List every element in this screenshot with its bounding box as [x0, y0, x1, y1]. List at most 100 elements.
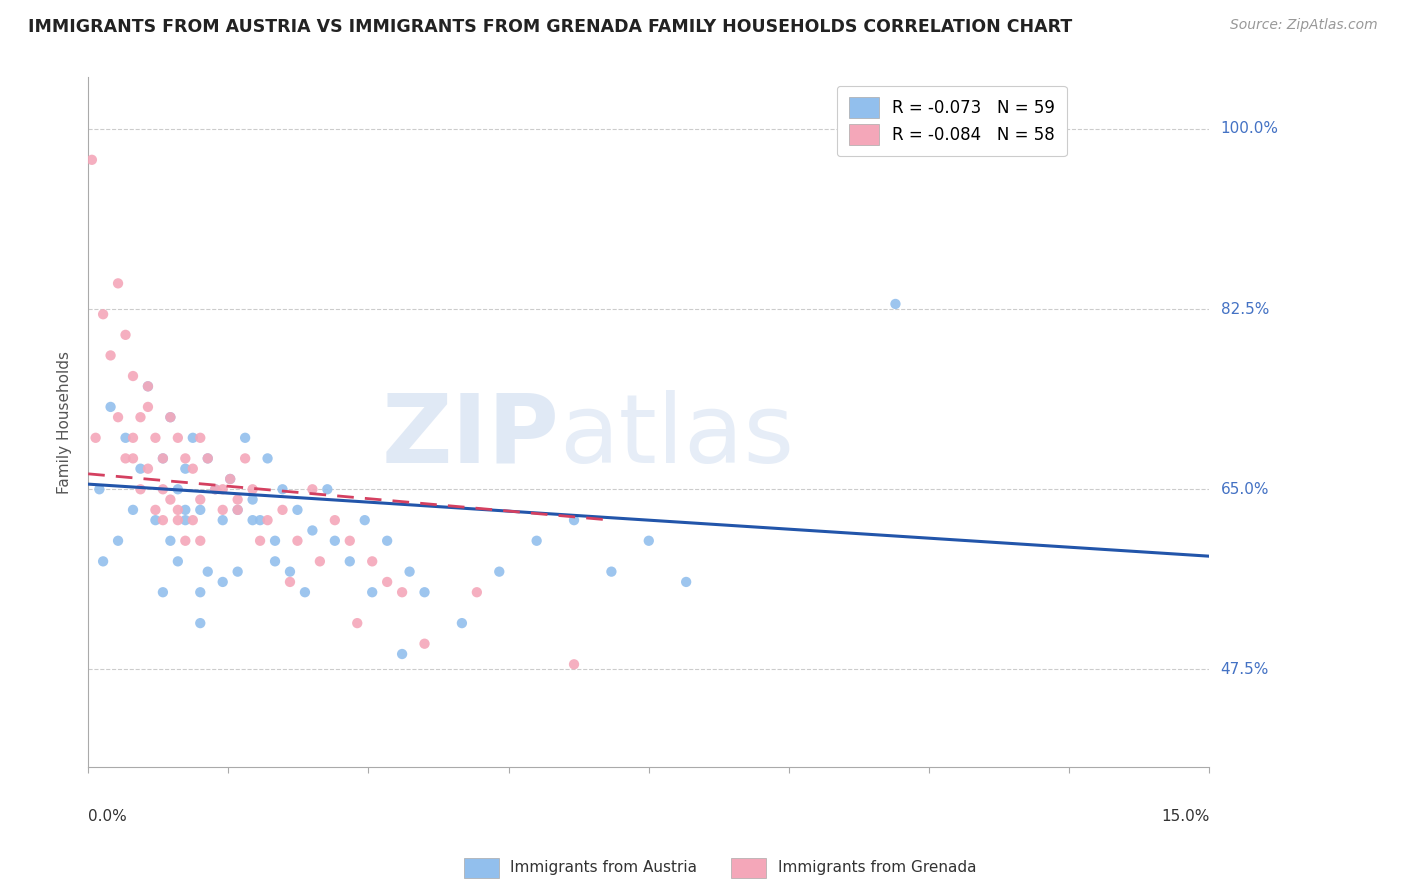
Y-axis label: Family Households: Family Households — [58, 351, 72, 494]
Point — [219, 472, 242, 486]
Point — [391, 647, 413, 661]
Point — [136, 400, 159, 414]
Point — [174, 461, 197, 475]
Point — [264, 554, 287, 568]
Point — [675, 574, 697, 589]
Text: Immigrants from Austria: Immigrants from Austria — [510, 861, 697, 875]
Point — [136, 461, 159, 475]
Point — [174, 513, 197, 527]
Point — [323, 513, 346, 527]
Text: 47.5%: 47.5% — [1220, 662, 1268, 677]
Point — [152, 585, 174, 599]
Point — [100, 400, 122, 414]
Point — [166, 554, 188, 568]
Point — [219, 472, 242, 486]
Point — [107, 533, 129, 548]
Point — [166, 513, 188, 527]
Point — [159, 533, 181, 548]
Point — [256, 451, 278, 466]
Point — [346, 616, 368, 631]
Point — [301, 483, 323, 497]
Point — [114, 327, 136, 342]
Point — [339, 533, 361, 548]
Point — [122, 503, 145, 517]
Point — [129, 483, 152, 497]
Point — [136, 379, 159, 393]
Point — [398, 565, 420, 579]
Point — [204, 483, 226, 497]
Point — [114, 431, 136, 445]
Text: Immigrants from Grenada: Immigrants from Grenada — [778, 861, 976, 875]
Text: ZIP: ZIP — [381, 390, 560, 483]
Point — [181, 513, 204, 527]
Text: 100.0%: 100.0% — [1220, 121, 1278, 136]
Point — [233, 431, 256, 445]
Point — [100, 348, 122, 362]
Point — [264, 533, 287, 548]
Point — [226, 503, 249, 517]
Point — [84, 431, 107, 445]
Point — [226, 492, 249, 507]
Point — [233, 451, 256, 466]
Point — [122, 451, 145, 466]
Point — [562, 513, 585, 527]
Point — [271, 483, 294, 497]
Point — [301, 524, 323, 538]
Point — [91, 554, 114, 568]
Point — [211, 503, 233, 517]
Point — [294, 585, 316, 599]
Point — [80, 153, 103, 167]
Point — [637, 533, 659, 548]
Point — [226, 565, 249, 579]
Text: 82.5%: 82.5% — [1220, 301, 1268, 317]
Text: 15.0%: 15.0% — [1161, 809, 1209, 823]
Point — [287, 533, 309, 548]
Point — [211, 483, 233, 497]
Point — [271, 503, 294, 517]
Point — [391, 585, 413, 599]
Point — [188, 616, 211, 631]
Point — [197, 451, 219, 466]
Text: IMMIGRANTS FROM AUSTRIA VS IMMIGRANTS FROM GRENADA FAMILY HOUSEHOLDS CORRELATION: IMMIGRANTS FROM AUSTRIA VS IMMIGRANTS FR… — [28, 18, 1073, 36]
Point — [309, 554, 332, 568]
Point — [91, 307, 114, 321]
Point — [145, 431, 167, 445]
Point — [197, 451, 219, 466]
Point — [145, 513, 167, 527]
Point — [884, 297, 907, 311]
Point — [249, 513, 271, 527]
Point — [249, 533, 271, 548]
Point — [361, 554, 384, 568]
Point — [316, 483, 339, 497]
Point — [107, 410, 129, 425]
Point — [122, 431, 145, 445]
Point — [562, 657, 585, 672]
Point — [188, 431, 211, 445]
Point — [152, 513, 174, 527]
Point — [152, 451, 174, 466]
Point — [136, 379, 159, 393]
Point — [129, 461, 152, 475]
Point — [145, 503, 167, 517]
Point — [323, 533, 346, 548]
Text: atlas: atlas — [560, 390, 794, 483]
Point — [413, 637, 436, 651]
Text: Source: ZipAtlas.com: Source: ZipAtlas.com — [1230, 18, 1378, 32]
Point — [278, 565, 301, 579]
Point — [242, 513, 264, 527]
Point — [488, 565, 510, 579]
Text: 65.0%: 65.0% — [1220, 482, 1270, 497]
Point — [188, 533, 211, 548]
Point — [287, 503, 309, 517]
Point — [339, 554, 361, 568]
Point — [188, 503, 211, 517]
Point — [353, 513, 375, 527]
Point — [181, 431, 204, 445]
Point — [174, 451, 197, 466]
Point — [226, 503, 249, 517]
Point — [211, 513, 233, 527]
Point — [256, 513, 278, 527]
Point — [375, 574, 398, 589]
Point — [166, 431, 188, 445]
Point — [465, 585, 488, 599]
